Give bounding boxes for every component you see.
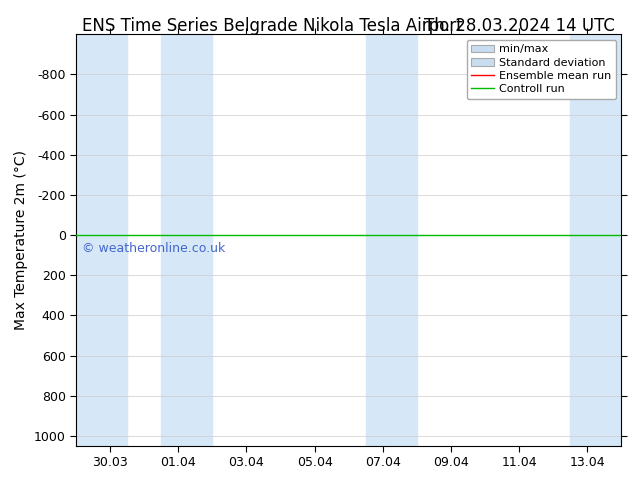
Text: Th. 28.03.2024 14 UTC: Th. 28.03.2024 14 UTC — [424, 17, 615, 35]
Text: © weatheronline.co.uk: © weatheronline.co.uk — [82, 242, 225, 255]
Bar — [161, 34, 212, 446]
Bar — [570, 34, 621, 446]
Y-axis label: Max Temperature 2m (°C): Max Temperature 2m (°C) — [14, 150, 29, 330]
Bar — [76, 34, 127, 446]
Legend: min/max, Standard deviation, Ensemble mean run, Controll run: min/max, Standard deviation, Ensemble me… — [467, 40, 616, 99]
Text: ENS Time Series Belgrade Nikola Tesla Airport: ENS Time Series Belgrade Nikola Tesla Ai… — [82, 17, 463, 35]
Bar — [366, 34, 417, 446]
